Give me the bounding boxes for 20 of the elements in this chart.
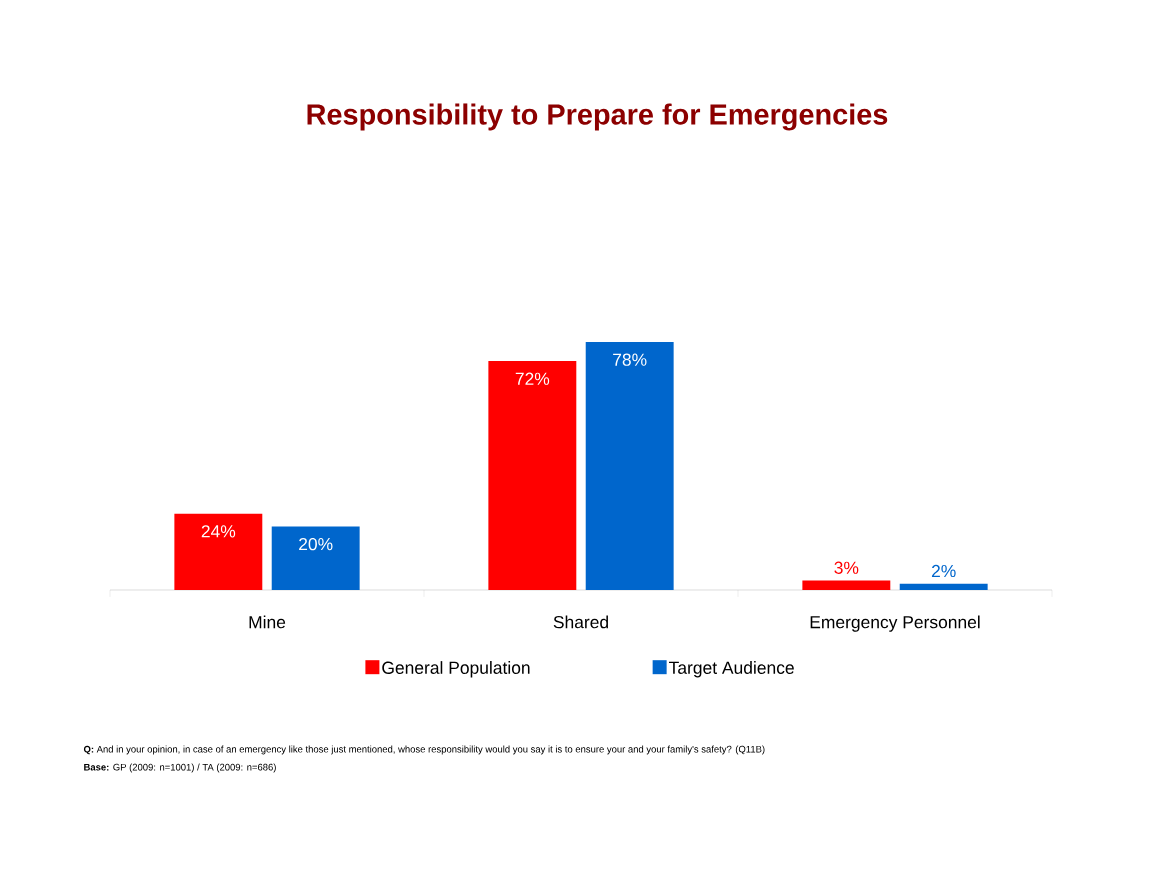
legend-label: General Population <box>382 661 530 678</box>
bar <box>488 361 577 590</box>
bar <box>585 341 674 590</box>
bar <box>174 513 263 590</box>
data-label: 72% <box>515 372 550 385</box>
bar <box>271 526 360 590</box>
data-label: 24% <box>201 525 236 538</box>
bar <box>802 580 891 590</box>
chart-title: Responsibility to Prepare for Emergencies <box>307 103 888 131</box>
data-label: 3% <box>834 561 859 574</box>
data-label: 2% <box>931 564 956 578</box>
x-tick-label: Emergency Personnel <box>810 615 980 632</box>
x-tick-label: Shared <box>553 615 608 629</box>
text: Base: GP (2009: n=1001) / TA (2009: n=686) <box>84 763 276 773</box>
data-label: 20% <box>299 537 333 551</box>
bar <box>899 583 988 590</box>
text: Q: And in your opinion, in case of an emergency like those just mentioned, whose responsibility would you say it is to ensure your and your family's safety? (Q11B) <box>83 745 765 755</box>
data-label: 78% <box>613 353 647 366</box>
x-tick-label: Mine <box>249 615 286 629</box>
legend-label: Target Audience <box>669 661 794 678</box>
